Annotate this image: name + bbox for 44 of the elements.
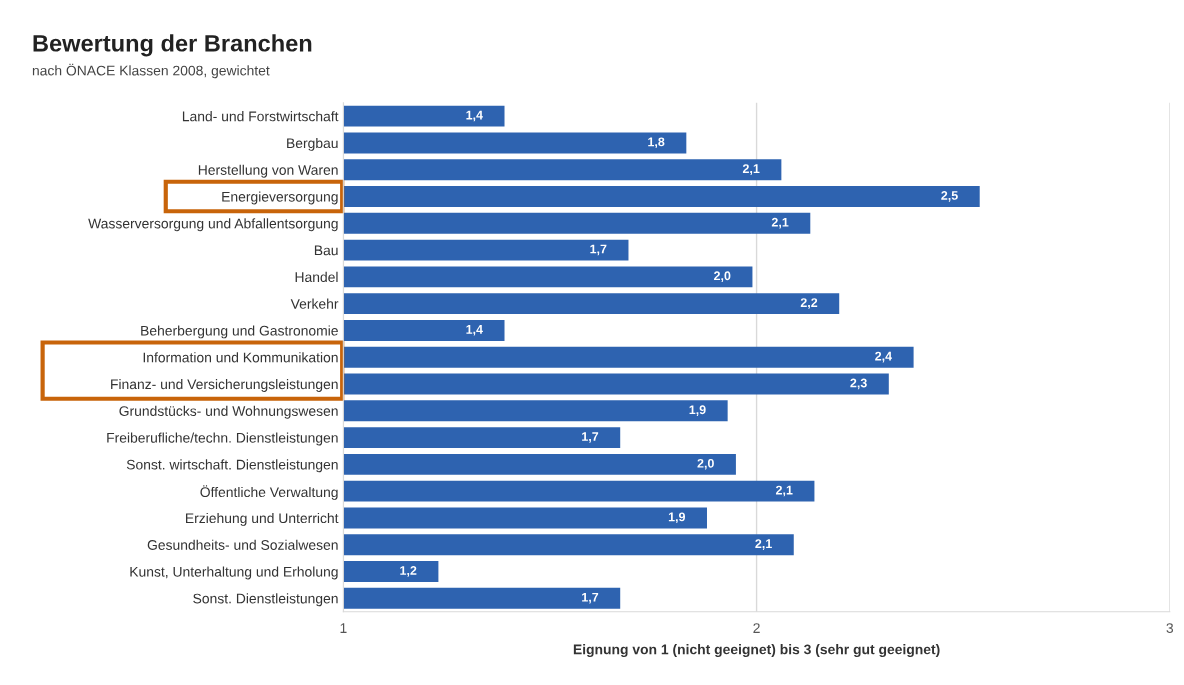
y-tick-label: Herstellung von Waren [198, 164, 338, 178]
y-tick-label: Grundstücks- und Wohnungswesen [119, 405, 338, 419]
y-tick-label: Sonst. wirtschaft. Dienstleistungen [126, 459, 338, 473]
chart-title: Bewertung der Branchen [33, 34, 312, 57]
data-label: 2,0 [697, 458, 714, 470]
x-tick-label: 1 [340, 623, 347, 633]
y-tick-label: Finanz- und Versicherungsleistungen [111, 378, 338, 392]
data-label: 1,4 [466, 325, 483, 336]
x-tick-label: 2 [753, 623, 760, 633]
y-tick-label: Beherbergung und Gastronomie [141, 325, 338, 339]
data-label: 2,3 [850, 378, 867, 390]
y-tick-label: Sonst. Dienstleistungen [193, 593, 338, 607]
y-tick-label: Land- und Forstwirtschaft [182, 111, 339, 122]
y-tick-label: Gesundheits- und Sozialwesen [147, 539, 338, 550]
y-tick-label: Freiberufliche/techn. Dienstleistungen [107, 432, 338, 446]
data-label: 1,7 [582, 432, 599, 443]
y-tick-label: Erziehung und Unterricht [186, 512, 339, 526]
y-tick-label: Handel [295, 271, 338, 283]
data-label: 2,2 [800, 298, 818, 309]
data-label: 2,5 [941, 191, 958, 202]
data-label: 1,7 [582, 592, 599, 604]
text: nach ÖNACE Klassen 2008, gewichtet [32, 63, 270, 79]
x-axis-title: Eignung von 1 (nicht geeignet) bis 3 (sehr gut geeignet) [573, 644, 940, 658]
data-label: 1,9 [668, 512, 686, 524]
y-tick-label: Information und Kommunikation [143, 352, 338, 363]
data-label: 2,1 [742, 164, 760, 175]
y-tick-label: Bau [314, 245, 338, 256]
x-tick-label: 3 [1166, 623, 1174, 634]
y-tick-label: Kunst, Unterhaltung und Erholung [130, 566, 338, 580]
data-label: 2,1 [775, 485, 793, 497]
y-tick-label: Verkehr [290, 298, 339, 309]
y-tick-label: Bergbau [287, 137, 338, 151]
data-label: 1,7 [590, 244, 607, 256]
data-label: 2,1 [771, 217, 789, 229]
data-label: 1,8 [648, 137, 665, 149]
y-tick-label: Öffentliche Verwaltung [200, 485, 338, 500]
y-tick-label: Energieversorgung [222, 191, 338, 205]
data-label: 2,0 [713, 271, 731, 283]
data-label: 2,1 [755, 539, 772, 550]
data-label: 2,4 [875, 351, 893, 363]
data-label: 1,2 [400, 566, 417, 577]
data-label: 1,9 [689, 405, 706, 416]
data-label: 1,4 [466, 110, 483, 122]
y-tick-label: Wasserversorgung und Abfallentsorgung [88, 218, 338, 232]
